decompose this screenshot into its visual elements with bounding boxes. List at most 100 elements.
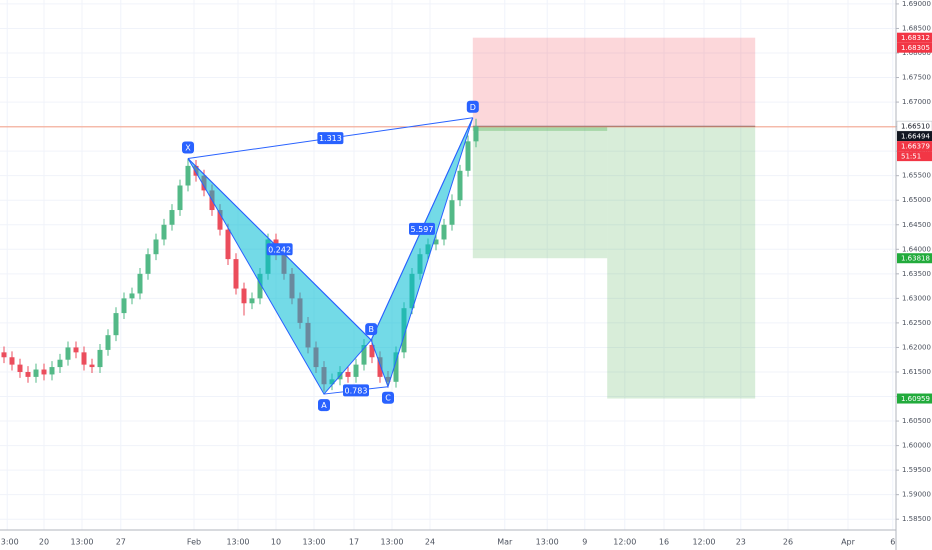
candle-body	[17, 364, 23, 372]
y-tick-label: 1.62000	[902, 343, 931, 351]
stop-zone	[472, 37, 756, 127]
ratio-label-bg	[317, 132, 344, 145]
y-tick-label: 1.60000	[902, 442, 931, 450]
candle-body	[225, 229, 231, 260]
target-zone	[472, 126, 608, 259]
y-tick-label: 1.58500	[902, 515, 931, 523]
candle-body	[249, 298, 255, 304]
y-tick-label: 1.69000	[902, 0, 931, 8]
candle-body	[1, 352, 7, 358]
y-tick-label: 1.67500	[902, 74, 931, 82]
candle-body	[9, 357, 15, 365]
price-tag: 1.63818	[901, 255, 930, 263]
price-tag-bg	[897, 393, 932, 404]
candle-body	[433, 239, 439, 245]
x-tick-label: 27	[116, 538, 126, 547]
ratio-label: 5.597	[411, 225, 434, 234]
x-tick-label: 26	[783, 538, 793, 547]
price-tag: 1.66510	[901, 123, 930, 131]
price-tag-bg	[897, 253, 932, 264]
candle-body	[113, 313, 119, 336]
candle-body	[449, 200, 455, 225]
price-tag-bg	[897, 141, 932, 152]
y-tick-label: 1.59000	[902, 491, 931, 499]
candle-body	[169, 210, 175, 225]
ratio-label: 1.313	[319, 134, 342, 143]
y-tick-label: 1.61500	[902, 368, 931, 376]
ratio-label-bg	[409, 222, 435, 235]
entry-band	[472, 126, 608, 131]
ratio-label-bg	[266, 243, 293, 256]
x-tick-label: 12:00	[692, 538, 715, 547]
candle-body	[97, 349, 103, 368]
y-tick-label: 1.64500	[902, 221, 931, 229]
candle-body	[393, 352, 399, 382]
candle-body	[57, 359, 63, 368]
price-axis-bg	[896, 0, 932, 550]
x-tick-label: Apr	[841, 538, 856, 547]
candle-body	[105, 335, 111, 350]
countdown: 51:51	[901, 153, 921, 161]
y-tick-label: 1.63500	[902, 270, 931, 278]
plot: 1.313 0.242 0.783 5.597 X A B C D	[0, 37, 896, 412]
point-label-bg	[382, 391, 394, 404]
candle-body	[241, 288, 247, 304]
candle-body	[353, 364, 359, 377]
candle-body	[73, 347, 79, 353]
y-tick-label: 1.62500	[902, 319, 931, 327]
countdown-bg	[897, 151, 932, 162]
y-tick-label: 1.67000	[902, 98, 931, 106]
candle-body	[81, 352, 87, 365]
candle-body	[457, 170, 463, 201]
x-tick-label: 13:00	[70, 538, 93, 547]
point-label: A	[321, 401, 327, 410]
candle-body	[65, 347, 71, 360]
candle-body	[369, 344, 375, 358]
y-tick-label: 1.59500	[902, 466, 931, 474]
candle-body	[153, 239, 159, 255]
candle-body	[145, 254, 151, 274]
y-tick-label: 1.68000	[902, 49, 931, 57]
candle-body	[129, 293, 135, 299]
candle-body	[41, 369, 47, 375]
candle-body	[465, 141, 471, 171]
price-tag-bg	[897, 42, 932, 53]
y-tick-label: 1.64000	[902, 245, 931, 253]
candle-body	[441, 224, 447, 240]
x-tick-label: 10	[271, 538, 281, 547]
x-tick-label: 23	[736, 538, 746, 547]
y-tick-label: 1.60500	[902, 417, 931, 425]
time-axis-bg	[0, 530, 896, 550]
point-label-bg	[318, 399, 330, 412]
price-tag: 1.60959	[901, 395, 930, 403]
x-tick-label: 13:00	[302, 538, 325, 547]
y-tick-label: 1.65500	[902, 172, 931, 180]
x-tick-label: 13:00	[226, 538, 249, 547]
price-tag-bg	[896, 120, 932, 132]
price-tag: 1.66494	[901, 133, 930, 141]
y-tick-label: 1.63000	[902, 294, 931, 302]
candle-body	[25, 371, 31, 377]
x-tick-label: 16	[659, 538, 669, 547]
x-tick-label: 6	[890, 538, 895, 547]
candle-body	[217, 210, 223, 230]
candle-body	[345, 371, 351, 377]
x-tick-label: 24	[425, 538, 435, 547]
x-tick-label: 13:00	[0, 538, 19, 547]
point-label: C	[385, 394, 391, 403]
candle-body	[377, 357, 383, 377]
y-tick-label: 1.65000	[902, 196, 931, 204]
ratio-label: 0.242	[268, 245, 291, 254]
candle-body	[257, 273, 263, 299]
point-label: B	[368, 325, 374, 334]
x-tick-label: Mar	[497, 538, 513, 547]
candle-body	[89, 364, 95, 368]
candle-body	[33, 369, 39, 377]
candle-body	[361, 344, 367, 365]
price-tag-bg	[897, 32, 932, 43]
price-tag: 1.68305	[901, 44, 930, 52]
price-tag: 1.68312	[901, 34, 930, 42]
